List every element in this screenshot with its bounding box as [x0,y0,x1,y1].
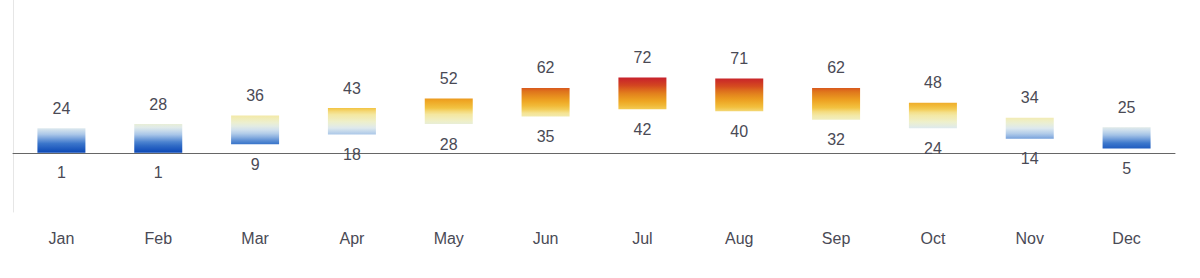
svg-text:18: 18 [343,146,361,163]
svg-text:52: 52 [440,70,458,87]
svg-text:42: 42 [634,121,652,138]
svg-text:43: 43 [343,80,361,97]
svg-text:Jul: Jul [632,230,652,247]
svg-text:72: 72 [634,49,652,66]
svg-text:Feb: Feb [144,230,172,247]
svg-text:24: 24 [924,140,942,157]
svg-text:62: 62 [537,59,555,76]
svg-text:Jun: Jun [533,230,559,247]
svg-text:Apr: Apr [339,230,365,247]
svg-text:Jan: Jan [49,230,75,247]
svg-text:24: 24 [53,100,71,117]
svg-text:32: 32 [827,131,845,148]
svg-text:28: 28 [440,136,458,153]
svg-text:40: 40 [730,123,748,140]
svg-text:Mar: Mar [241,230,269,247]
svg-text:35: 35 [537,128,555,145]
svg-text:36: 36 [246,87,264,104]
svg-text:Oct: Oct [920,230,945,247]
svg-text:28: 28 [149,96,167,113]
svg-text:1: 1 [154,164,163,181]
svg-text:1: 1 [57,164,66,181]
svg-text:May: May [434,230,464,247]
svg-text:Aug: Aug [725,230,753,247]
svg-text:Nov: Nov [1016,230,1044,247]
svg-text:9: 9 [251,156,260,173]
svg-text:25: 25 [1118,99,1136,116]
svg-text:5: 5 [1122,160,1131,177]
svg-text:Sep: Sep [822,230,851,247]
svg-text:Dec: Dec [1112,230,1140,247]
svg-text:62: 62 [827,59,845,76]
svg-text:48: 48 [924,74,942,91]
svg-text:71: 71 [730,50,748,67]
svg-text:14: 14 [1021,150,1039,167]
svg-text:34: 34 [1021,89,1039,106]
